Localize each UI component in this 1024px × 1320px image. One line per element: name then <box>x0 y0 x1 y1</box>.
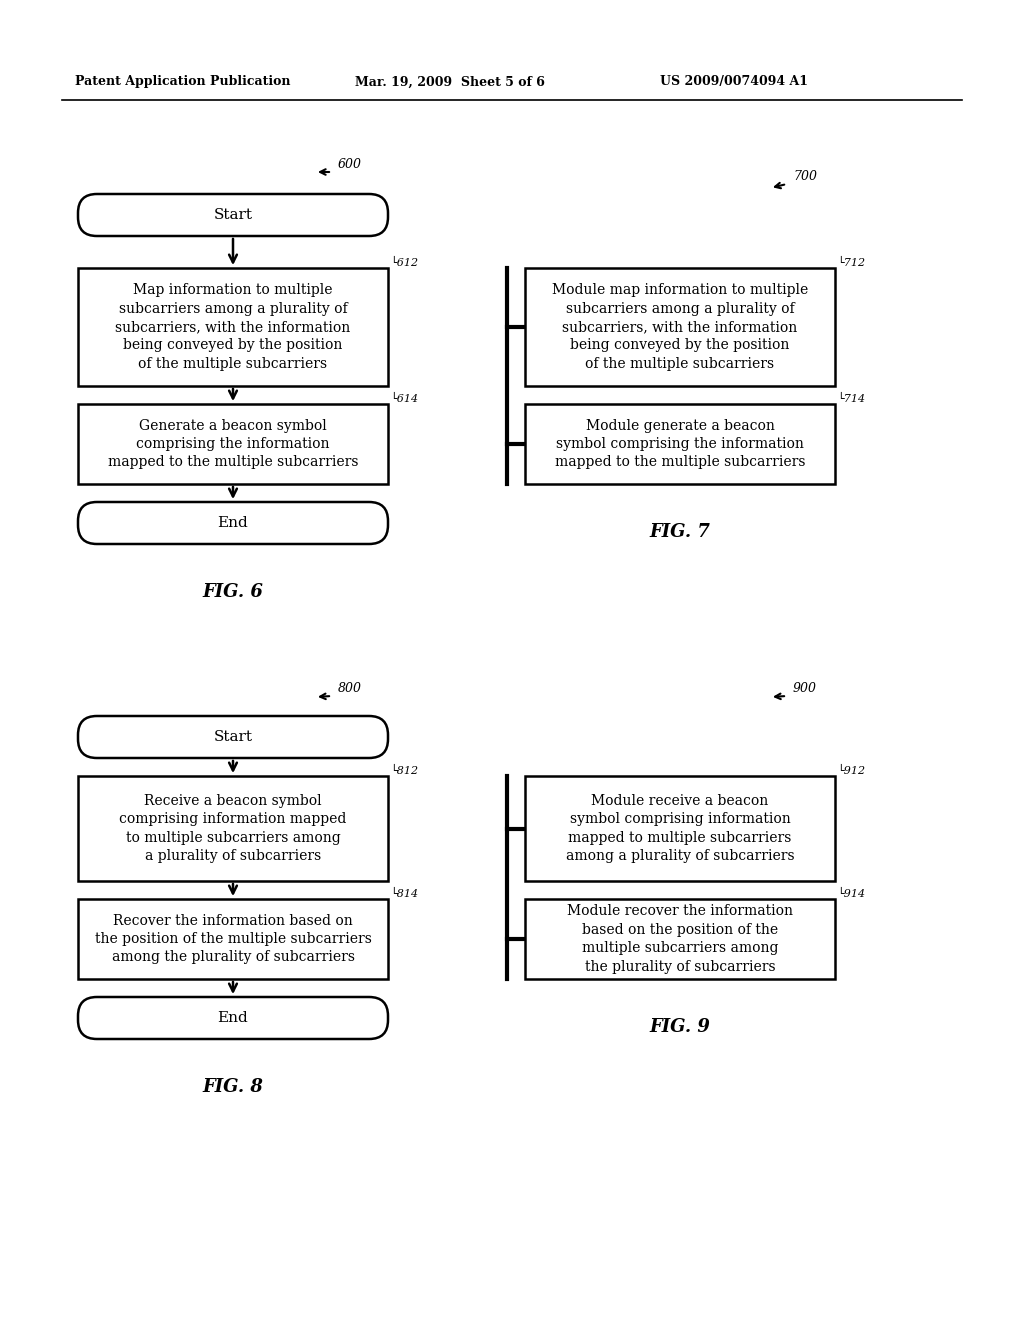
FancyBboxPatch shape <box>78 502 388 544</box>
Bar <box>525 404 835 484</box>
Text: └912: └912 <box>837 766 865 776</box>
Text: └814: └814 <box>390 888 418 899</box>
Text: Recover the information based on
the position of the multiple subcarriers
among : Recover the information based on the pos… <box>94 913 372 965</box>
FancyBboxPatch shape <box>78 997 388 1039</box>
FancyBboxPatch shape <box>78 715 388 758</box>
Text: └914: └914 <box>837 888 865 899</box>
Bar <box>78 899 388 979</box>
Text: Start: Start <box>213 209 253 222</box>
Text: Patent Application Publication: Patent Application Publication <box>75 75 291 88</box>
Text: Start: Start <box>213 730 253 744</box>
FancyBboxPatch shape <box>78 194 388 236</box>
Text: Module generate a beacon
symbol comprising the information
mapped to the multipl: Module generate a beacon symbol comprisi… <box>555 418 805 470</box>
Text: Module receive a beacon
symbol comprising information
mapped to multiple subcarr: Module receive a beacon symbol comprisin… <box>565 793 795 863</box>
Text: Map information to multiple
subcarriers among a plurality of
subcarriers, with t: Map information to multiple subcarriers … <box>116 284 350 371</box>
Text: US 2009/0074094 A1: US 2009/0074094 A1 <box>660 75 808 88</box>
Text: Module map information to multiple
subcarriers among a plurality of
subcarriers,: Module map information to multiple subca… <box>552 284 808 371</box>
Bar <box>78 776 388 880</box>
Text: FIG. 8: FIG. 8 <box>203 1078 263 1096</box>
Bar <box>78 404 388 484</box>
Text: 700: 700 <box>793 170 817 183</box>
Text: 800: 800 <box>338 682 362 696</box>
Text: 600: 600 <box>338 158 362 172</box>
Text: Module recover the information
based on the position of the
multiple subcarriers: Module recover the information based on … <box>567 904 793 974</box>
Text: FIG. 9: FIG. 9 <box>649 1018 711 1036</box>
Text: 900: 900 <box>793 682 817 696</box>
Text: End: End <box>218 1011 249 1026</box>
Text: Mar. 19, 2009  Sheet 5 of 6: Mar. 19, 2009 Sheet 5 of 6 <box>355 75 545 88</box>
Text: FIG. 6: FIG. 6 <box>203 583 263 601</box>
Bar <box>525 899 835 979</box>
Text: └612: └612 <box>390 257 418 268</box>
Text: └712: └712 <box>837 257 865 268</box>
Bar <box>78 268 388 385</box>
Text: └614: └614 <box>390 393 418 404</box>
Text: FIG. 7: FIG. 7 <box>649 523 711 541</box>
Text: Generate a beacon symbol
comprising the information
mapped to the multiple subca: Generate a beacon symbol comprising the … <box>108 418 358 470</box>
Bar <box>525 776 835 880</box>
Text: Receive a beacon symbol
comprising information mapped
to multiple subcarriers am: Receive a beacon symbol comprising infor… <box>120 793 347 863</box>
Bar <box>525 268 835 385</box>
Text: └714: └714 <box>837 393 865 404</box>
Text: End: End <box>218 516 249 531</box>
Text: └812: └812 <box>390 766 418 776</box>
